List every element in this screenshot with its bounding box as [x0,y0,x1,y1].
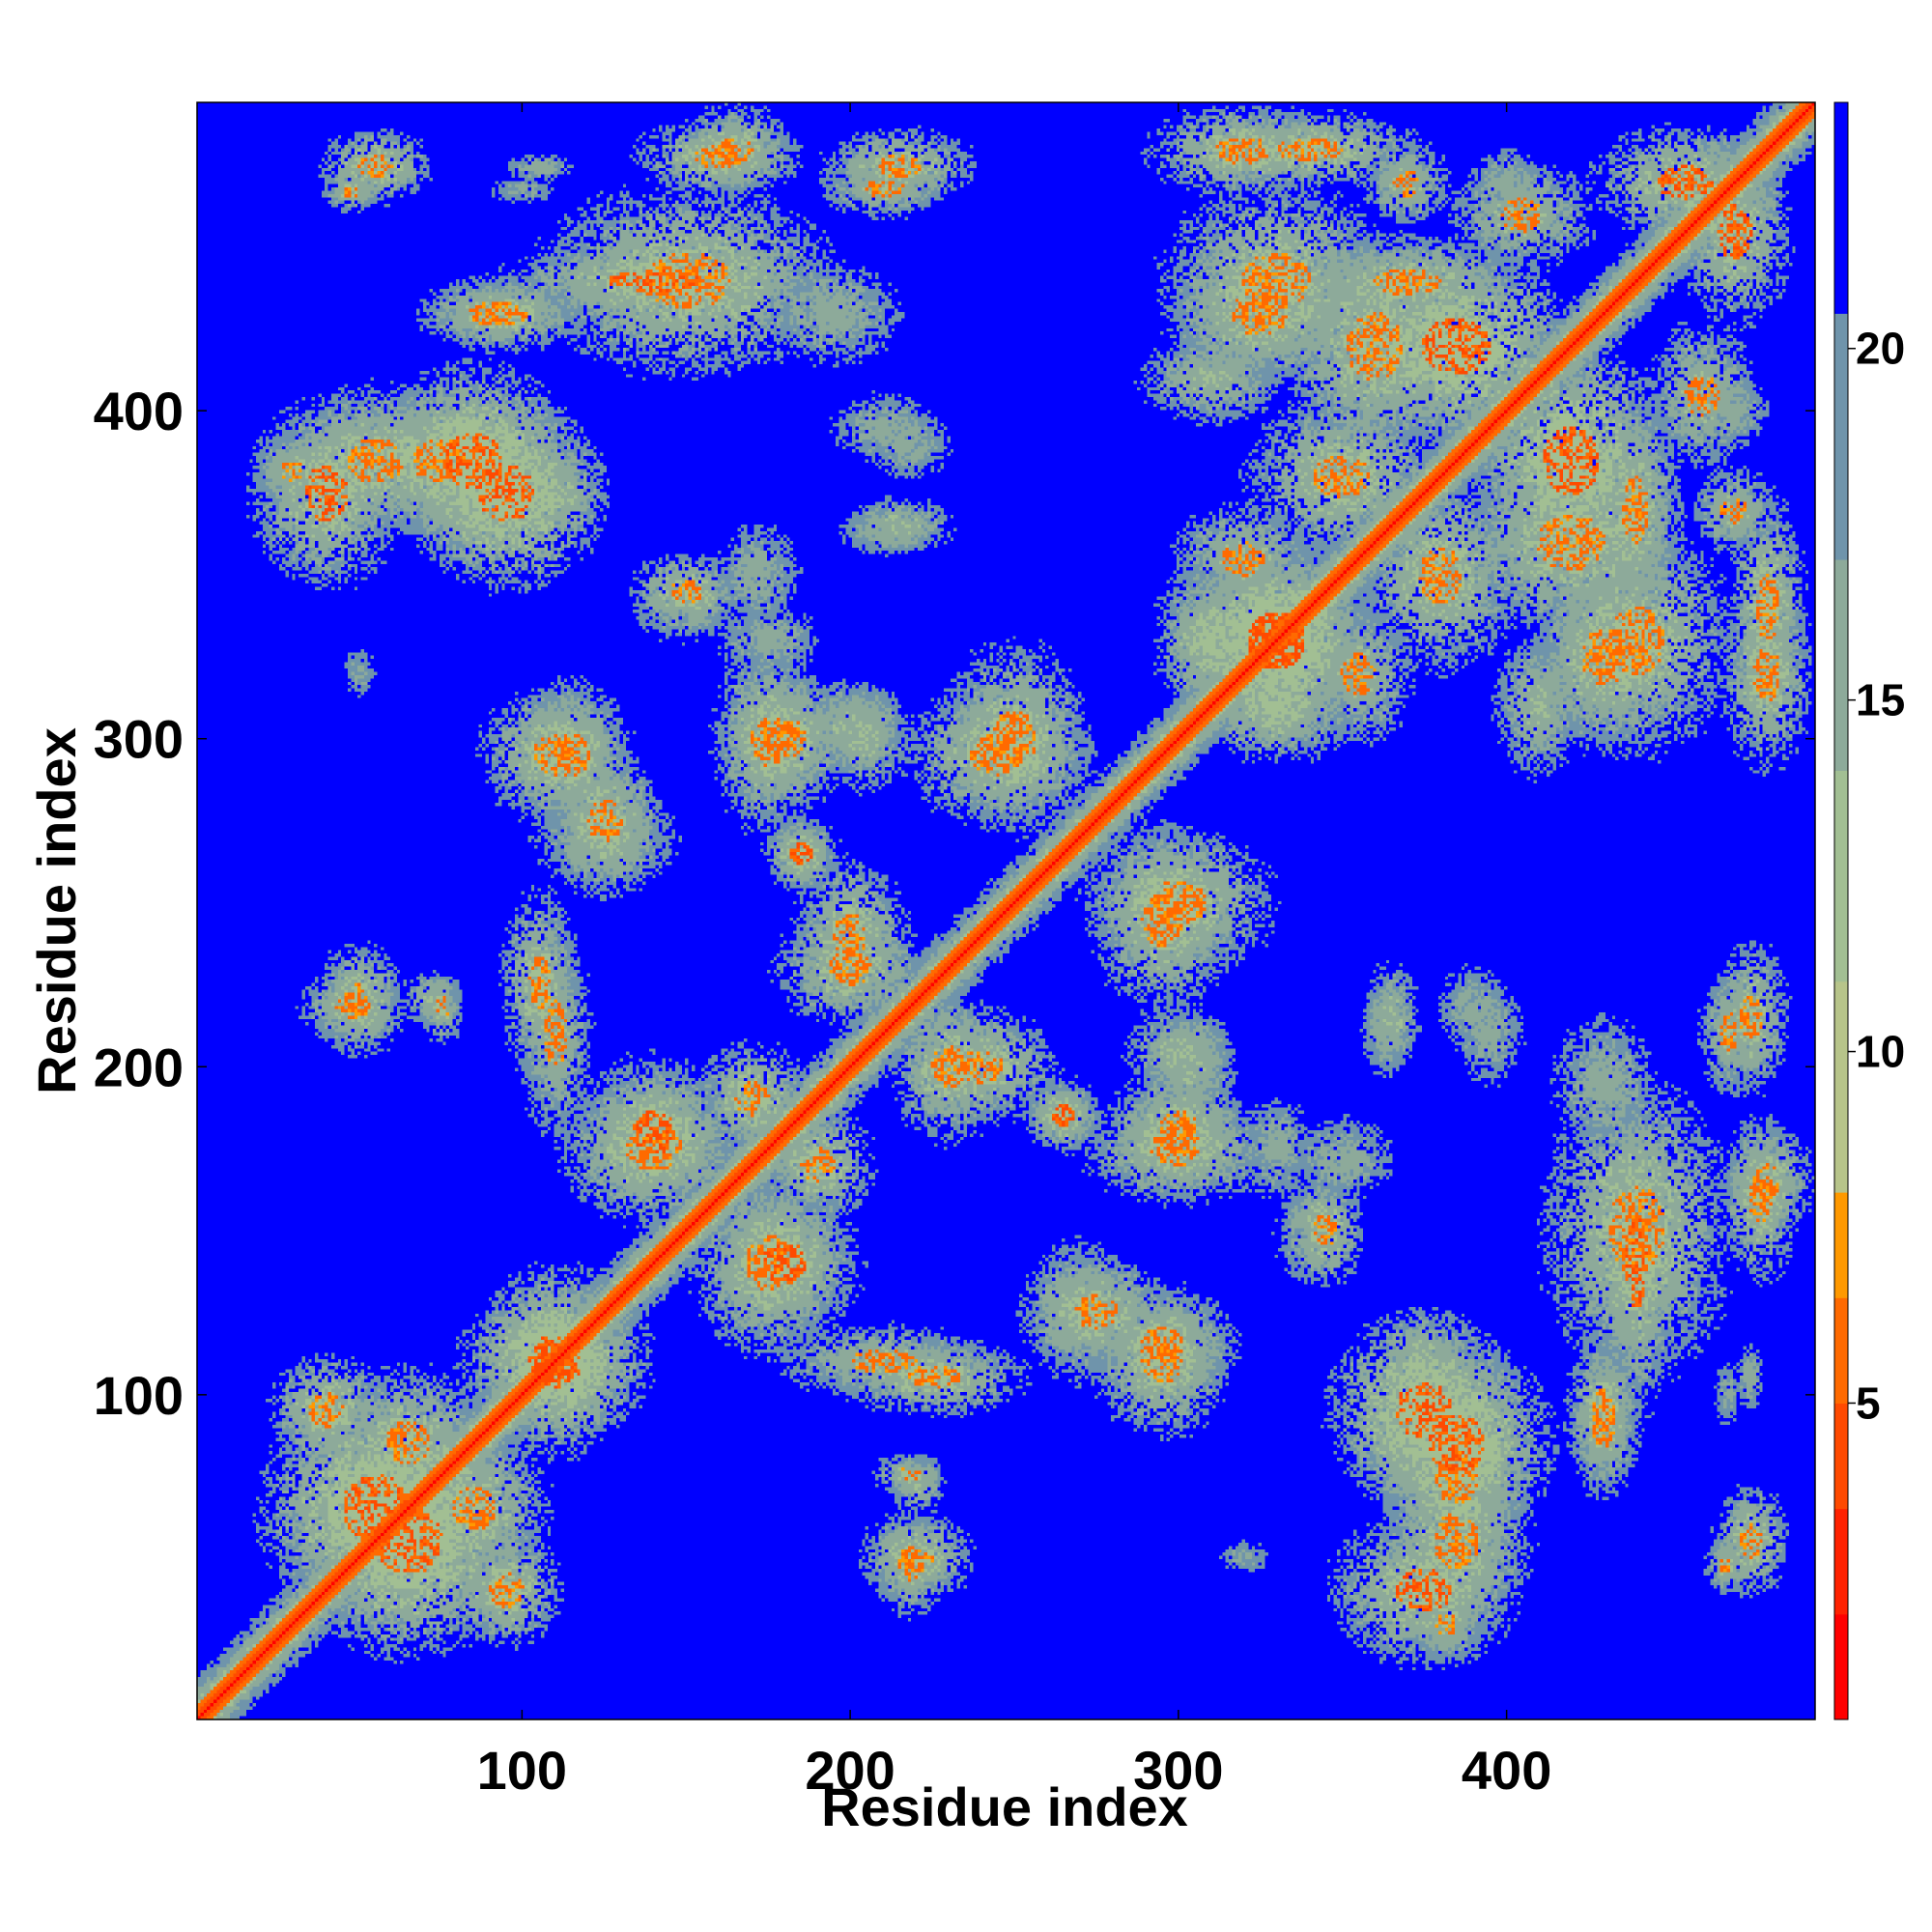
y-axis: 100 200 300 400 [94,381,1815,1426]
y-tick-label: 400 [94,381,184,441]
x-tick-label: 100 [477,1740,567,1801]
colorbar-segment [1834,1508,1848,1615]
colorbar-axis: 5 10 15 20 [1848,324,1905,1428]
colorbar-segment [1834,1297,1848,1404]
colorbar-segment [1834,770,1848,982]
y-tick-label: 100 [94,1365,184,1426]
colorbar-tick-label: 5 [1856,1378,1881,1428]
colorbar-segment [1834,313,1848,560]
contact-map-heatmap [197,102,1815,1719]
colorbar [1833,101,1849,1720]
colorbar-segment [1834,980,1848,1193]
plot-frame [196,101,1816,1720]
x-tick-label: 400 [1462,1740,1551,1801]
y-axis-title: Residue index [26,727,87,1094]
y-tick-label: 300 [94,709,184,770]
x-tick-label: 300 [1133,1740,1223,1801]
colorbar-segment [1834,559,1848,771]
colorbar-tick-label: 20 [1856,324,1905,374]
x-tick-label: 200 [805,1740,895,1801]
colorbar-tick-label: 10 [1856,1027,1905,1077]
y-tick-label: 200 [94,1037,184,1097]
colorbar-segment [1834,102,1848,314]
colorbar-segment [1834,1192,1848,1298]
colorbar-segment [1834,1613,1848,1720]
colorbar-segment [1834,1403,1848,1510]
colorbar-tick-label: 15 [1856,675,1905,725]
x-axis-title: Residue index [821,1776,1188,1837]
colorbar-frame [1833,101,1849,1720]
x-axis: 100 200 300 400 [477,102,1551,1801]
